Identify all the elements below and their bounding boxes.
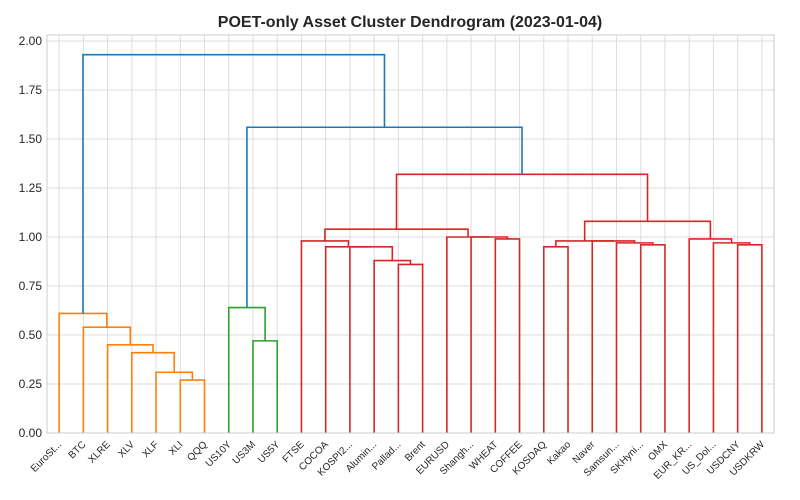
dendrogram-link bbox=[106, 344, 154, 433]
dendrogram-link bbox=[446, 236, 490, 433]
links-layer bbox=[58, 53, 763, 433]
y-tick-label: 2.00 bbox=[19, 34, 43, 48]
dendrogram-link bbox=[179, 379, 206, 433]
dendrogram-link bbox=[246, 126, 523, 308]
y-tick-label: 1.50 bbox=[19, 132, 43, 146]
x-tick-label: US5Y bbox=[256, 439, 282, 465]
dendrogram-link bbox=[639, 244, 666, 433]
x-tick-label: EuroSt... bbox=[29, 439, 64, 474]
dendrogram-link bbox=[227, 306, 266, 433]
dendrogram-link bbox=[494, 238, 521, 433]
dendrogram-link bbox=[583, 220, 712, 241]
x-tick-label: US3M bbox=[231, 439, 258, 466]
y-tick-label: 1.75 bbox=[19, 83, 43, 97]
dendrogram-link bbox=[82, 53, 386, 314]
dendrogram-link bbox=[555, 240, 614, 247]
y-tick-label: 0.00 bbox=[19, 426, 43, 440]
dendrogram-link bbox=[591, 240, 636, 433]
dendrogram-link bbox=[712, 242, 751, 433]
x-tick-label: BTC bbox=[67, 439, 89, 461]
dendrogram-link bbox=[688, 238, 733, 433]
y-tick-label: 0.50 bbox=[19, 328, 43, 342]
y-tick-label: 0.25 bbox=[19, 377, 43, 391]
dendrogram-link bbox=[736, 244, 763, 433]
x-tick-label: XLI bbox=[167, 439, 185, 457]
dendrogram-link bbox=[155, 371, 194, 433]
x-tick-label: Kakao bbox=[545, 439, 573, 467]
chart-title: POET-only Asset Cluster Dendrogram (2023… bbox=[218, 14, 602, 31]
dendrogram-link bbox=[615, 242, 654, 433]
y-tick-label: 1.25 bbox=[19, 181, 43, 195]
x-tick-label: XLV bbox=[116, 439, 137, 460]
dendrogram-link bbox=[397, 263, 424, 433]
x-tick-label: XLF bbox=[140, 439, 161, 460]
dendrogram-link bbox=[252, 340, 279, 433]
x-tick-label: US10Y bbox=[204, 439, 234, 469]
dendrogram-link bbox=[131, 351, 176, 433]
y-tick-label: 0.75 bbox=[19, 279, 43, 293]
x-tick-label: XLRE bbox=[86, 439, 112, 465]
dendrogram-link bbox=[349, 246, 394, 433]
y-axis-ticks: 0.00 0.25 0.50 0.75 1.00 1.25 1.50 1.75 2.00 bbox=[19, 34, 43, 440]
dendrogram-link bbox=[542, 246, 569, 433]
dendrogram-link bbox=[324, 246, 372, 433]
plot-frame bbox=[46, 34, 775, 434]
y-tick-label: 1.00 bbox=[19, 230, 43, 244]
